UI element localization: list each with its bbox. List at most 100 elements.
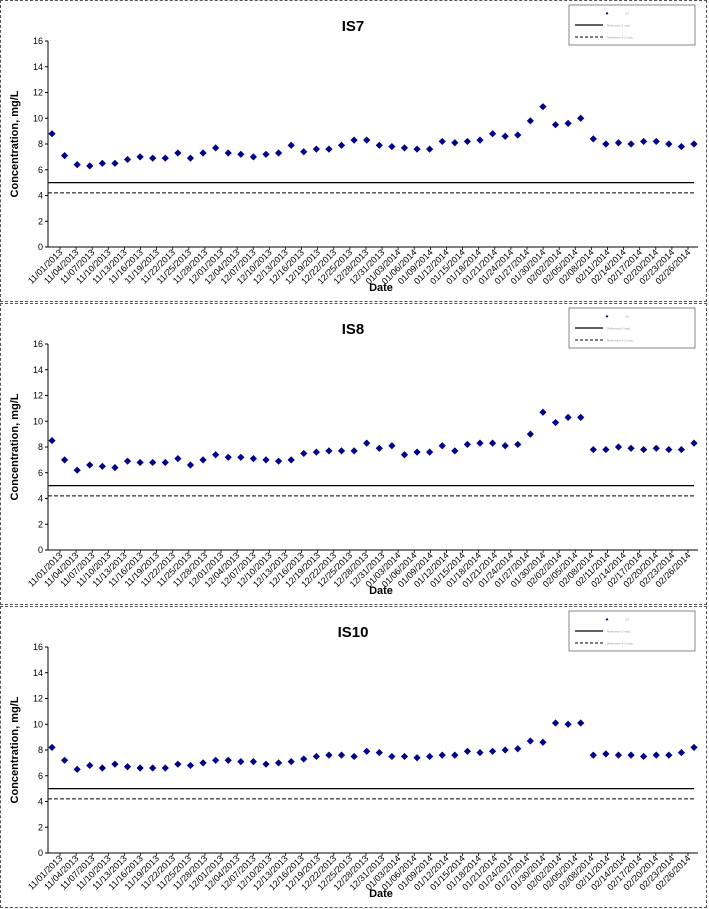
data-point [501, 442, 509, 450]
data-point [123, 155, 132, 164]
data-point [665, 140, 673, 148]
y-tick-label: 0 [38, 242, 43, 252]
data-point [149, 458, 157, 467]
data-point [312, 145, 320, 153]
data-point [614, 139, 623, 147]
data-point [602, 140, 610, 148]
data-point [174, 454, 182, 463]
data-point [375, 141, 383, 149]
data-point [614, 751, 623, 759]
data-point [488, 130, 497, 138]
data-point [186, 761, 195, 770]
data-point [488, 747, 497, 755]
data-point [300, 755, 308, 763]
legend-marker [605, 315, 609, 318]
data-point [426, 448, 434, 456]
data-point [627, 444, 635, 452]
data-point [476, 439, 484, 447]
y-tick-label: 8 [38, 745, 43, 755]
data-point [199, 149, 207, 157]
data-point [60, 756, 69, 764]
data-point [73, 161, 81, 169]
data-point [48, 436, 56, 445]
data-point [539, 103, 547, 111]
data-point [463, 440, 472, 449]
legend-label: DO [625, 618, 630, 622]
data-point [438, 137, 446, 146]
data-point [300, 449, 308, 458]
y-tick-label: 14 [33, 668, 43, 678]
chart-panel-is10: IS10 DO Reference 5 mg/L Reference 4.2 mg/L… [0, 606, 707, 908]
data-point [262, 760, 270, 768]
data-point [186, 461, 195, 469]
data-point [627, 140, 635, 148]
data-point [98, 159, 106, 167]
data-point [690, 140, 698, 148]
y-tick-label: 14 [33, 62, 43, 72]
data-point [501, 132, 509, 140]
y-tick-label: 4 [38, 191, 43, 201]
data-point [488, 439, 497, 447]
legend: DO Reference 5 mg/L Reference 4.2 mg/L [568, 610, 696, 652]
data-point [98, 764, 106, 772]
data-point [224, 453, 232, 461]
data-point [589, 751, 597, 759]
data-point [400, 144, 409, 152]
data-point [526, 117, 534, 125]
data-point [375, 444, 383, 452]
data-point [312, 448, 320, 456]
data-point [350, 136, 358, 144]
y-tick-label: 16 [33, 642, 43, 652]
data-point [174, 760, 182, 768]
data-point [325, 751, 333, 759]
legend-label: DO [625, 12, 630, 16]
data-point [262, 150, 270, 158]
y-tick-label: 10 [33, 113, 43, 123]
data-point [451, 751, 459, 759]
x-axis-label: Date [369, 282, 393, 294]
data-point [262, 456, 270, 464]
data-point [287, 757, 295, 766]
data-point [690, 439, 698, 447]
y-tick-label: 10 [33, 416, 43, 426]
data-point [652, 751, 660, 759]
data-point [614, 443, 623, 451]
data-point [451, 139, 459, 147]
data-point [249, 757, 258, 766]
legend-label: Reference 5 mg/L [607, 327, 631, 331]
data-point [640, 445, 648, 454]
data-point [451, 447, 459, 455]
data-point [350, 752, 358, 761]
data-point [627, 751, 635, 759]
y-tick-label: 0 [38, 545, 43, 555]
data-point [186, 154, 195, 162]
data-point [463, 747, 472, 755]
data-point [476, 748, 484, 757]
data-point [413, 145, 421, 153]
data-point [224, 149, 232, 157]
data-point [375, 748, 383, 757]
data-point [363, 439, 371, 447]
data-point [677, 142, 686, 151]
data-point [86, 162, 94, 170]
data-point [199, 759, 207, 767]
data-point [123, 763, 132, 771]
data-point [551, 719, 560, 727]
data-point [237, 453, 245, 461]
data-point [161, 764, 169, 772]
data-point [539, 408, 547, 416]
data-point [476, 136, 484, 144]
data-point [564, 413, 572, 421]
y-tick-label: 16 [33, 339, 43, 349]
data-point [501, 746, 509, 754]
data-point [337, 447, 346, 455]
data-point [48, 130, 56, 138]
legend-label: Reference 5 mg/L [607, 24, 631, 28]
data-point [60, 151, 69, 160]
y-tick-label: 4 [38, 797, 43, 807]
y-axis-label: Concentration, mg/L [9, 696, 21, 803]
data-point [212, 756, 220, 764]
data-point [174, 149, 182, 157]
y-tick-label: 8 [38, 442, 43, 452]
data-point [589, 445, 597, 454]
